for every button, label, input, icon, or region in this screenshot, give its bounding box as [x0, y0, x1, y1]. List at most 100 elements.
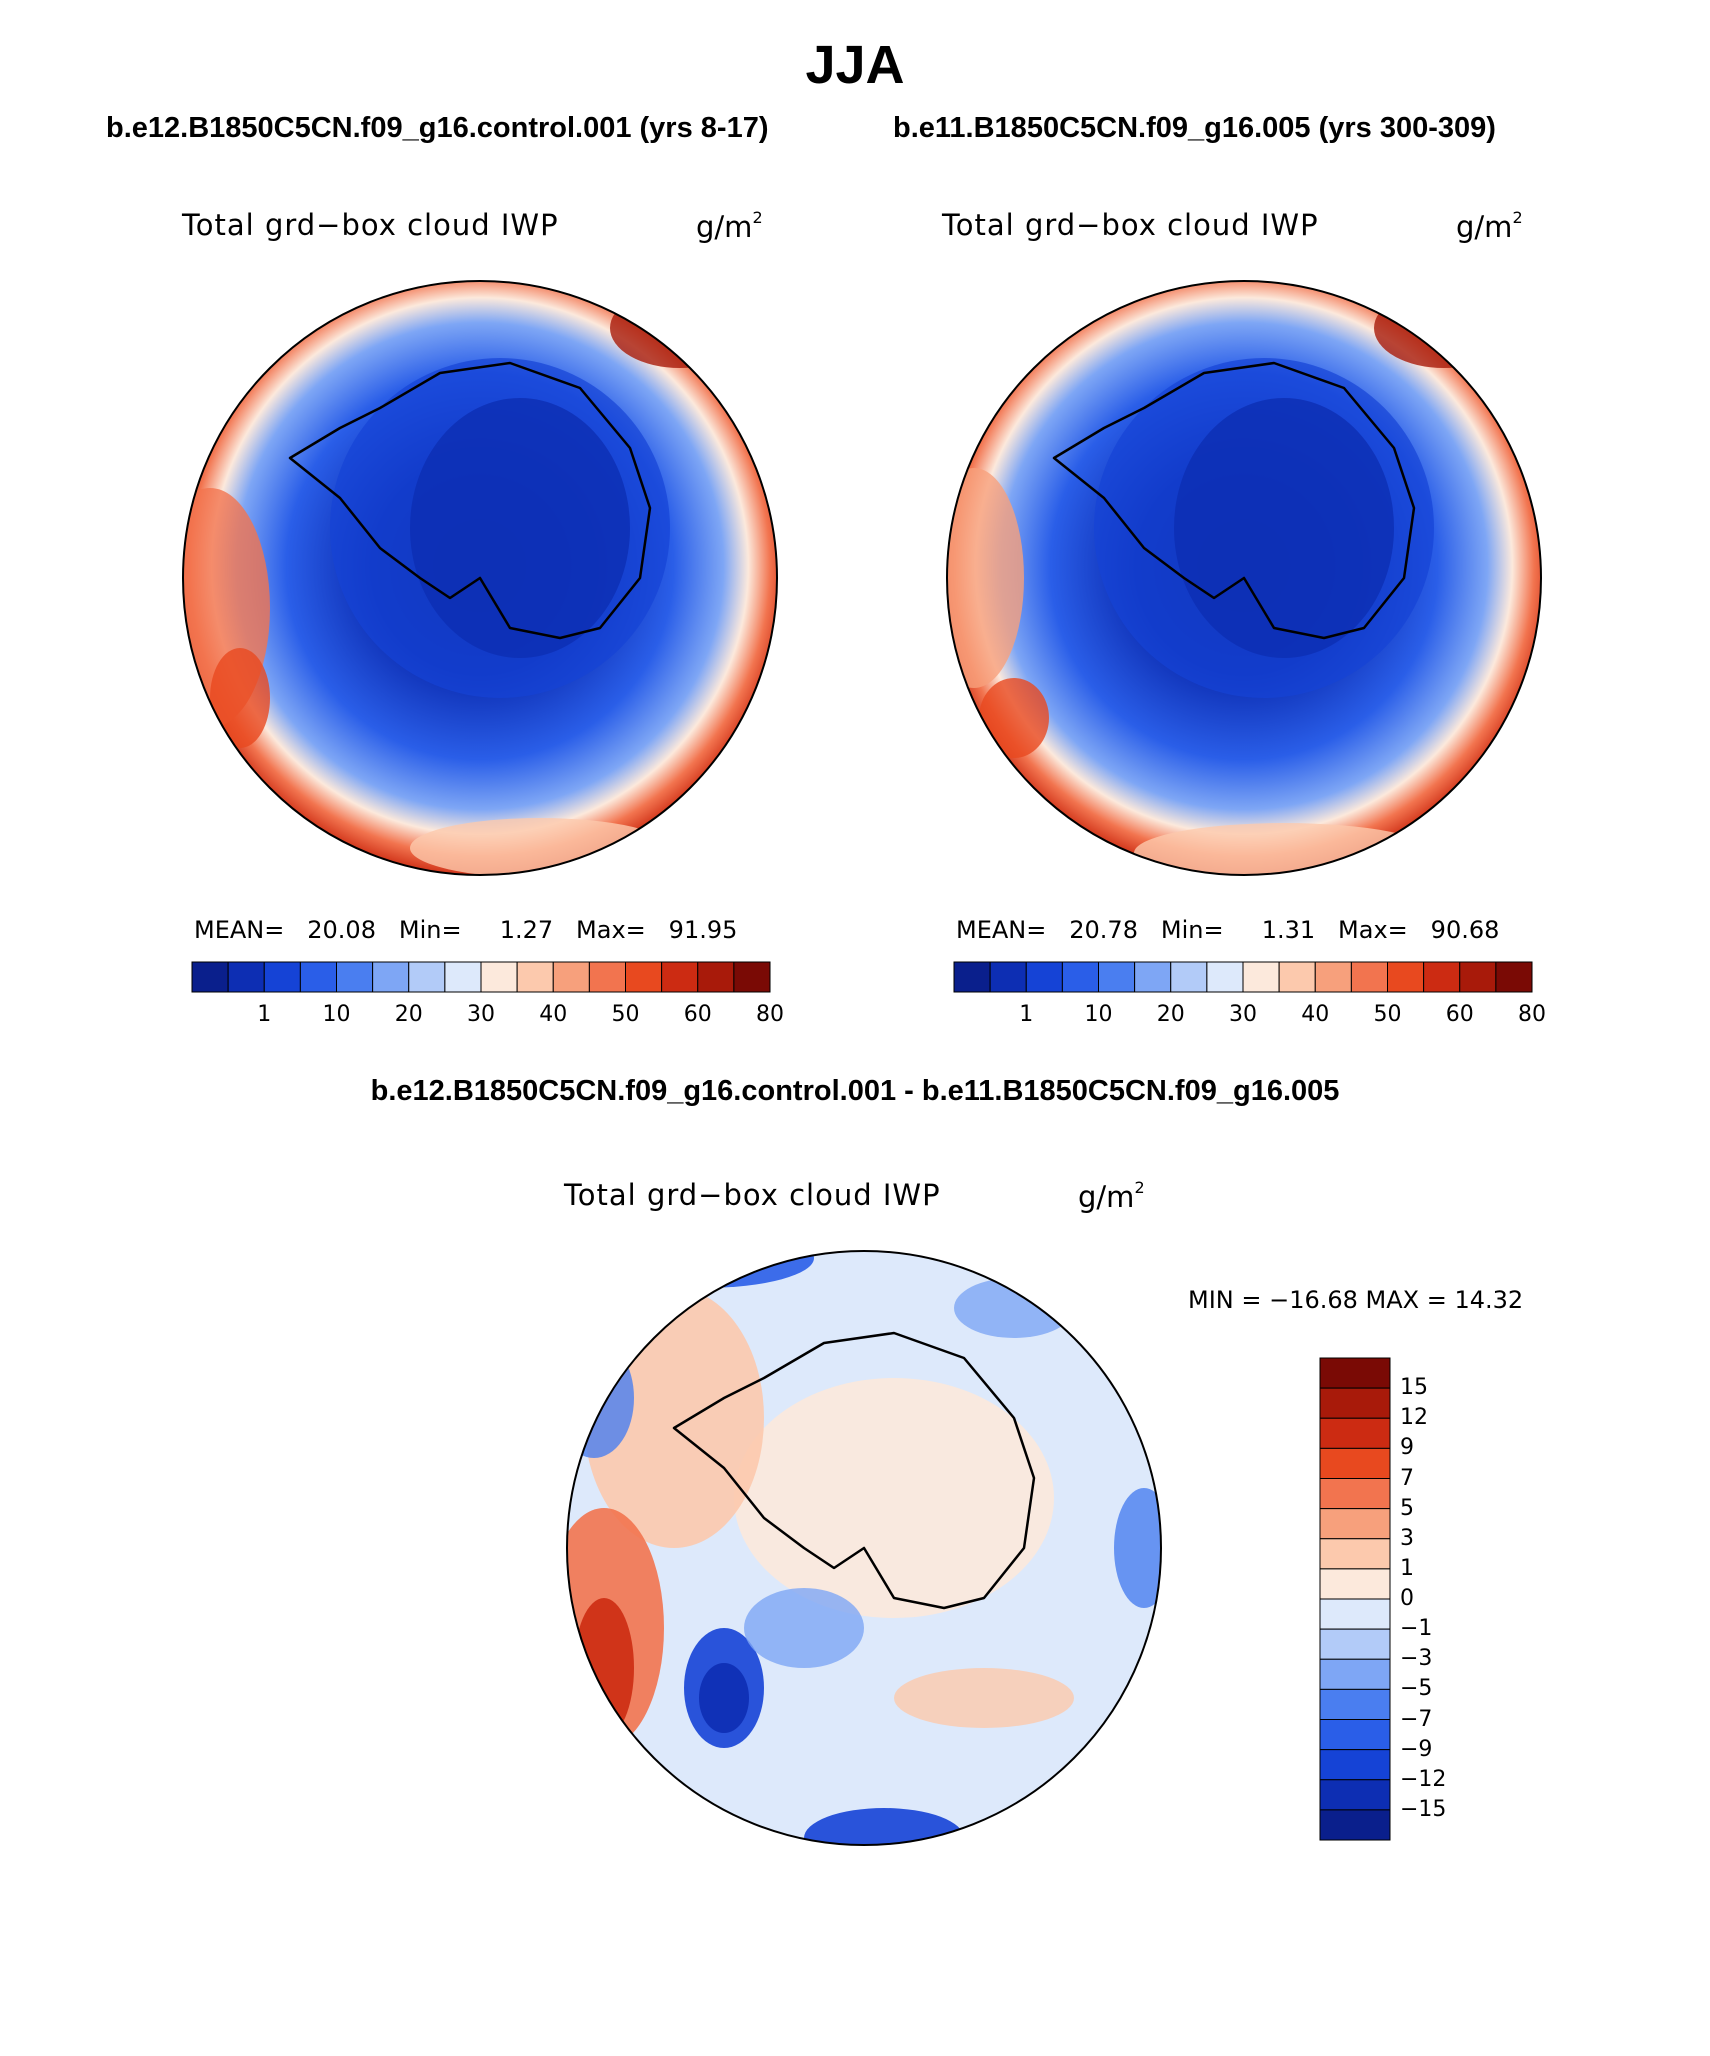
- difference-colorbar: [1319, 1357, 1391, 1841]
- panel-b-colorbar-box: [1278, 961, 1316, 993]
- difference-colorbar-tick-label: 15: [1400, 1375, 1428, 1401]
- difference-colorbar-box: [1319, 1417, 1391, 1449]
- difference-colorbar-tick-label: −7: [1400, 1706, 1433, 1732]
- panel-a-colorbar: [191, 961, 771, 993]
- panel-b-colorbar-box: [1206, 961, 1244, 993]
- panel-a-units-label: g/m2: [696, 208, 763, 244]
- panel-a-colorbar-box: [191, 961, 229, 993]
- difference-colorbar-labels: 15 12 9 7 5 3 1 0 −1 −3 −5 −7 −9 −12 −15: [1400, 1358, 1480, 1840]
- panel-b-colorbar-box: [953, 961, 991, 993]
- panel-a-colorbar-box: [661, 961, 699, 993]
- main-title: JJA: [805, 35, 905, 95]
- panel-a-colorbar-box: [697, 961, 735, 993]
- panel-a-colorbar-box: [480, 961, 518, 993]
- panel-a-colorbar-box: [336, 961, 374, 993]
- panel-a-case-title: b.e12.B1850C5CN.f09_g16.control.001 (yrs…: [106, 112, 769, 144]
- difference-colorbar-tick-label: 12: [1400, 1405, 1428, 1431]
- panel-b-colorbar-tick-label: 60: [1445, 1002, 1474, 1027]
- panel-a-colorbar-box: [408, 961, 446, 993]
- panel-b-colorbar-box: [1387, 961, 1425, 993]
- panel-b-colorbar-box: [1495, 961, 1533, 993]
- panel-b-colorbar-box: [1423, 961, 1461, 993]
- panel-b-colorbar-tick-label: 1: [1019, 1002, 1034, 1027]
- panel-a-colorbar-box: [263, 961, 301, 993]
- panel-b-colorbar-tick-label: 40: [1301, 1002, 1330, 1027]
- difference-stats: MIN = −16.68 MAX = 14.32: [1188, 1286, 1524, 1314]
- difference-colorbar-box: [1319, 1719, 1391, 1751]
- panel-b-colorbar-tick-label: 20: [1156, 1002, 1185, 1027]
- panel-b-colorbar: [953, 961, 1533, 993]
- panel-a-colorbar-box: [444, 961, 482, 993]
- difference-colorbar-tick-label: 7: [1400, 1465, 1414, 1491]
- panel-a-colorbar-box: [299, 961, 338, 993]
- panel-b-units-label: g/m2: [1456, 208, 1523, 244]
- panel-b-colorbar-tick-label: 10: [1084, 1002, 1113, 1027]
- difference-polar-map: [566, 1250, 1162, 1846]
- panel-a-colorbar-box: [372, 961, 410, 993]
- difference-title: b.e12.B1850C5CN.f09_g16.control.001 - b.…: [370, 1075, 1340, 1107]
- panel-b-colorbar-box: [1459, 961, 1497, 993]
- panel-a-colorbar-tick-label: 10: [322, 1002, 351, 1027]
- panel-a-colorbar-box: [227, 961, 265, 993]
- panel-a-colorbar-box: [588, 961, 627, 993]
- panel-a-colorbar-tick-label: 40: [539, 1002, 568, 1027]
- panel-a-colorbar-box: [733, 961, 771, 993]
- difference-colorbar-box: [1319, 1538, 1391, 1570]
- difference-variable-label: Total grd−box cloud IWP: [564, 1178, 941, 1212]
- panel-b-polar-map: [946, 280, 1542, 876]
- difference-colorbar-tick-label: −12: [1400, 1766, 1447, 1792]
- panel-b-colorbar-box: [1314, 961, 1352, 993]
- panel-a-colorbar-box: [516, 961, 554, 993]
- difference-colorbar-tick-label: −1: [1400, 1616, 1433, 1642]
- panel-b-colorbar-box: [1350, 961, 1389, 993]
- difference-colorbar-tick-label: −3: [1400, 1646, 1433, 1672]
- panel-b-colorbar-tick-label: 30: [1229, 1002, 1257, 1027]
- difference-colorbar-tick-label: 5: [1400, 1495, 1414, 1521]
- panel-a-colorbar-tick-label: 30: [467, 1002, 495, 1027]
- panel-b-colorbar-tick-label: 50: [1373, 1002, 1402, 1027]
- difference-colorbar-box: [1319, 1688, 1391, 1721]
- panel-b-colorbar-box: [1134, 961, 1172, 993]
- panel-a-colorbar-tick-label: 80: [756, 1002, 784, 1027]
- difference-colorbar-box: [1319, 1628, 1391, 1660]
- panel-b-colorbar-box: [1098, 961, 1136, 993]
- panel-b-colorbar-box: [989, 961, 1027, 993]
- panel-a-colorbar-tick-label: 20: [394, 1002, 423, 1027]
- panel-a-stats: MEAN= 20.08 Min= 1.27 Max= 91.95: [194, 916, 738, 944]
- difference-colorbar-box: [1319, 1447, 1391, 1480]
- panel-a-colorbar-labels: 1 10 20 30 40 50 60 80: [192, 1002, 784, 1032]
- panel-a-colorbar-box: [625, 961, 663, 993]
- difference-colorbar-tick-label: −15: [1400, 1796, 1447, 1822]
- panel-b-colorbar-box: [1242, 961, 1280, 993]
- panel-b-case-title: b.e11.B1850C5CN.f09_g16.005 (yrs 300-309…: [893, 112, 1496, 144]
- panel-b-colorbar-box: [1025, 961, 1063, 993]
- difference-colorbar-box: [1319, 1508, 1391, 1540]
- difference-colorbar-tick-label: 1: [1400, 1555, 1414, 1581]
- difference-colorbar-box: [1319, 1568, 1391, 1600]
- difference-units-label: g/m2: [1078, 1178, 1145, 1214]
- difference-colorbar-box: [1319, 1478, 1391, 1510]
- difference-colorbar-tick-label: 9: [1400, 1435, 1414, 1461]
- panel-a-colorbar-tick-label: 1: [257, 1002, 272, 1027]
- panel-a-colorbar-tick-label: 50: [611, 1002, 640, 1027]
- panel-b-colorbar-box: [1170, 961, 1208, 993]
- difference-colorbar-box: [1319, 1357, 1391, 1389]
- difference-colorbar-tick-label: −5: [1400, 1676, 1433, 1702]
- panel-a-variable-label: Total grd−box cloud IWP: [182, 208, 559, 242]
- difference-colorbar-box: [1319, 1598, 1391, 1630]
- difference-colorbar-box: [1319, 1779, 1391, 1811]
- difference-colorbar-tick-label: −9: [1400, 1736, 1433, 1762]
- difference-colorbar-tick-label: 0: [1400, 1586, 1414, 1611]
- panel-b-stats: MEAN= 20.78 Min= 1.31 Max= 90.68: [956, 916, 1500, 944]
- difference-colorbar-box: [1319, 1658, 1391, 1690]
- difference-colorbar-box: [1319, 1749, 1391, 1781]
- panel-b-colorbar-tick-label: 80: [1518, 1002, 1546, 1027]
- difference-colorbar-tick-label: 3: [1400, 1525, 1414, 1551]
- panel-a-polar-map: [182, 280, 778, 876]
- difference-colorbar-box: [1319, 1387, 1391, 1419]
- difference-colorbar-box: [1319, 1809, 1391, 1841]
- panel-b-variable-label: Total grd−box cloud IWP: [942, 208, 1319, 242]
- panel-b-colorbar-box: [1061, 961, 1100, 993]
- panel-b-colorbar-labels: 1 10 20 30 40 50 60 80: [954, 1002, 1546, 1032]
